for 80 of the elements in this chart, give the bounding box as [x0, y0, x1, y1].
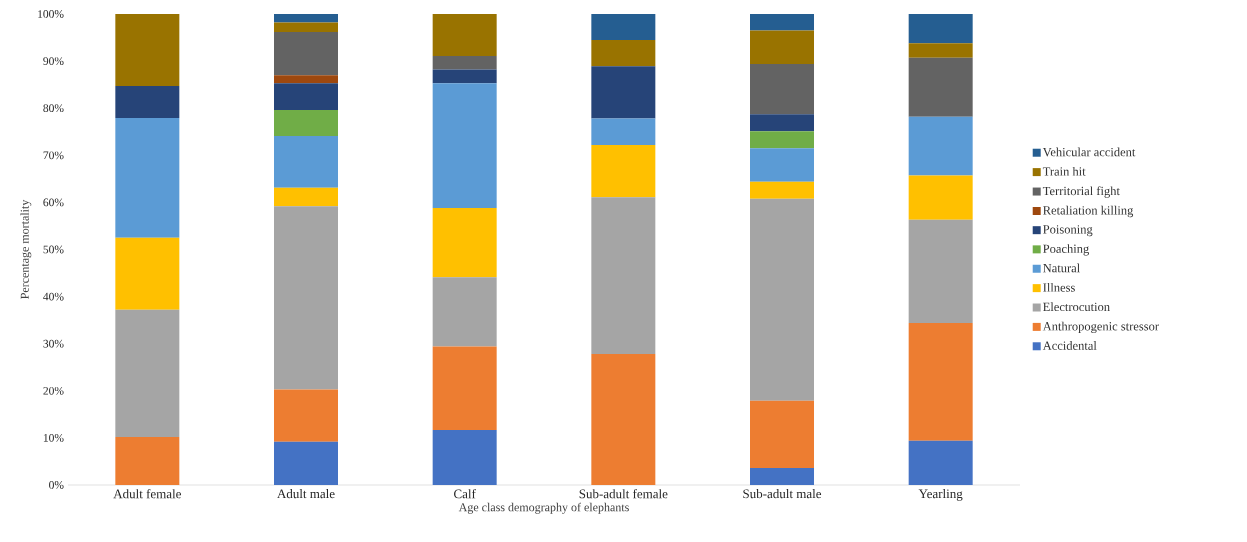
bar: [432, 277, 497, 347]
y-axis-title: Percentage mortality: [20, 199, 32, 299]
y-tick-label: 10%: [43, 434, 64, 442]
bar: [750, 468, 814, 485]
bar: [115, 436, 180, 485]
bar: [115, 13, 180, 87]
y-tick-label: 50%: [43, 245, 64, 254]
legend-label: Natural: [1043, 263, 1080, 273]
bar: [750, 198, 814, 401]
bar: [115, 86, 180, 119]
bar: [750, 148, 814, 182]
x-tick-label: Adult female: [113, 489, 181, 499]
bar: [591, 354, 656, 485]
legend-label: Poaching: [1043, 244, 1089, 256]
bar: [115, 309, 180, 437]
y-tick-label: 20%: [43, 386, 64, 395]
bar: [274, 187, 338, 207]
bar: [432, 83, 497, 209]
bar: [908, 57, 973, 117]
y-tick-label: 60%: [43, 198, 64, 207]
bar: [908, 440, 973, 485]
bar: [432, 55, 497, 70]
x-tick-label: Sub-adult female: [579, 489, 668, 499]
bar: [274, 31, 338, 76]
legend-label: Vehicular accident: [1042, 147, 1136, 157]
x-tick-label: Yearling: [918, 489, 963, 501]
bar: [908, 322, 973, 441]
y-tick-label: 40%: [43, 292, 64, 301]
x-axis-title: Age class demography of elephants: [458, 502, 629, 514]
bar: [750, 63, 814, 115]
bar: [750, 114, 814, 132]
bar: [115, 118, 180, 238]
legend-label: Electrocution: [1043, 302, 1110, 312]
legend-label: Train hit: [1042, 166, 1086, 176]
x-tick-label: Sub-adult male: [743, 489, 822, 499]
bar: [750, 181, 814, 199]
legend-label: Poisoning: [1043, 225, 1093, 237]
x-tick-label: Adult male: [277, 489, 335, 499]
bar: [591, 13, 656, 40]
y-tick-label: 30%: [43, 339, 64, 348]
bar: [274, 83, 338, 111]
bar: [591, 39, 656, 67]
bar: [432, 208, 497, 278]
legend-label: Anthropogenic stressor: [1042, 321, 1159, 334]
y-tick-label: 0%: [49, 481, 64, 489]
bar: [432, 346, 497, 430]
bar: [750, 131, 814, 149]
legend-label: Territorial fight: [1042, 186, 1120, 198]
bar: [432, 429, 497, 485]
bar: [274, 13, 338, 23]
y-tick-label: 70%: [43, 151, 64, 160]
y-tick-label: 100%: [38, 10, 64, 18]
bar: [908, 219, 973, 323]
bar: [274, 206, 338, 390]
legend-label: Illness: [1043, 282, 1075, 292]
bar: [274, 135, 338, 188]
bar: [750, 13, 814, 31]
y-tick-label: 90%: [43, 57, 64, 65]
bar: [591, 144, 656, 198]
bar: [591, 66, 656, 119]
legend-label: Retaliation killing: [1043, 205, 1134, 218]
bar: [274, 389, 338, 442]
bar: [750, 30, 814, 64]
bar: [591, 197, 656, 355]
y-tick-label: 80%: [43, 104, 64, 113]
bar: [432, 13, 497, 56]
bar: [908, 116, 973, 176]
bar: [908, 43, 973, 58]
bar: [908, 13, 973, 44]
bar: [115, 237, 180, 310]
bar: [591, 118, 656, 145]
bar: [750, 400, 814, 469]
bar: [432, 69, 497, 84]
bar: [908, 175, 973, 220]
bar: [274, 110, 338, 136]
bar: [274, 441, 338, 485]
bar: [274, 22, 338, 32]
x-tick-label: Calf: [454, 489, 476, 499]
legend-label: Accidental: [1042, 341, 1097, 350]
bar: [274, 75, 338, 84]
